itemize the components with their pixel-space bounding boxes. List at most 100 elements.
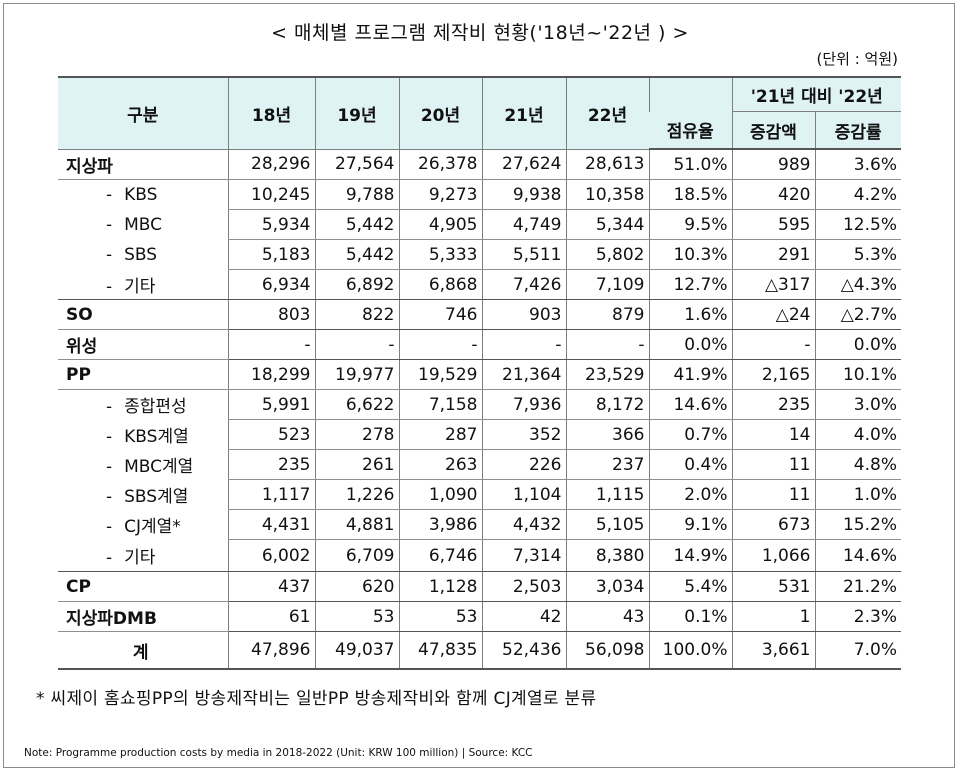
table-cell: 100.0% — [648, 631, 732, 670]
table-cell: 7,158 — [398, 389, 482, 420]
table-cell: 2,503 — [481, 571, 566, 602]
table-cell: 0.0% — [814, 329, 901, 360]
row-label: - 종합편성 — [58, 390, 228, 420]
table-cell: 4,431 — [227, 509, 315, 540]
table-cell: 9.1% — [648, 509, 732, 540]
table-cell: 41.9% — [648, 359, 732, 390]
row-label-text: 종합편성 — [124, 397, 187, 418]
table-cell: 237 — [565, 449, 649, 480]
table-cell: 4.8% — [814, 449, 901, 480]
table-row: - MBC 5,934 5,442 4,905 4,749 5,344 9.5% 595 12.5… — [58, 209, 901, 240]
table-cell: - — [481, 329, 566, 360]
row-label: 지상파 — [58, 149, 228, 180]
table-cell: 5.3% — [814, 239, 901, 270]
table-cell: 19,977 — [314, 359, 399, 390]
table-cell: 47,896 — [227, 631, 315, 670]
table-cell: 1.0% — [814, 479, 901, 510]
table-cell: - — [227, 329, 315, 360]
row-label-text: SBS — [124, 244, 158, 265]
row-label-text: 지상파 — [66, 156, 113, 177]
header-change-amount: 증감액 — [731, 111, 815, 150]
row-label-text: CJ계열* — [124, 517, 181, 537]
sub-item-dash: - — [106, 487, 113, 507]
table-cell: 6,934 — [227, 269, 315, 300]
table-cell: 278 — [314, 419, 399, 450]
table-cell: 4.2% — [814, 179, 901, 210]
table-cell: 14.9% — [648, 539, 732, 572]
row-label: 지상파DMB — [58, 601, 228, 632]
table-cell: 6,709 — [314, 539, 399, 572]
table-cell: 4,432 — [481, 509, 566, 540]
table-cell: 1.6% — [648, 299, 732, 330]
row-label-text: 위성 — [66, 337, 98, 357]
table-cell: 19,529 — [398, 359, 482, 390]
table-cell: 6,002 — [227, 539, 315, 572]
row-label: - 기타 — [58, 539, 228, 572]
sub-item-dash: - — [106, 244, 113, 265]
table-cell: 1,066 — [731, 539, 815, 572]
table-cell: 620 — [314, 571, 399, 602]
table-row: 계 47,896 49,037 47,835 52,436 56,098 100.0% 3,6… — [58, 631, 901, 670]
sub-item-dash: - — [106, 427, 113, 447]
table-cell: 803 — [227, 299, 315, 330]
table-cell: 1,104 — [481, 479, 566, 510]
table-cell: 9,938 — [481, 179, 566, 210]
table-cell: 23,529 — [565, 359, 649, 390]
table-cell: 7,314 — [481, 539, 566, 572]
row-label: - CJ계열* — [58, 510, 228, 540]
row-label-text: KBS — [124, 184, 158, 205]
table-cell: 9,788 — [314, 179, 399, 210]
header-year-21: 21년 — [481, 76, 566, 150]
table-cell: 28,296 — [227, 149, 315, 180]
table-row: - KBS 10,245 9,788 9,273 9,938 10,358 18.5% 420 4… — [58, 179, 901, 210]
table-cell: 437 — [227, 571, 315, 602]
table-cell: 18,299 — [227, 359, 315, 390]
table-cell: 14.6% — [814, 539, 901, 572]
table-cell: 5.4% — [648, 571, 732, 602]
table-cell: 5,183 — [227, 239, 315, 270]
table-cell: 673 — [731, 509, 815, 540]
table-cell: 8,172 — [565, 389, 649, 420]
outer-frame — [3, 3, 955, 768]
table-cell: 10.1% — [814, 359, 901, 390]
table-cell: 420 — [731, 179, 815, 210]
table-cell: 3,034 — [565, 571, 649, 602]
row-label-text: 기타 — [124, 547, 156, 568]
unit-label: (단위 : 억원) — [816, 50, 899, 68]
table-cell: - — [731, 329, 815, 360]
sub-item-dash: - — [106, 184, 113, 205]
table-cell: 14 — [731, 419, 815, 450]
table-cell: 4,905 — [398, 209, 482, 240]
header-category: 구분 — [58, 76, 228, 150]
table-cell: 5,442 — [314, 239, 399, 270]
table-cell: 14.6% — [648, 389, 732, 420]
table-cell: 53 — [398, 601, 482, 632]
table-cell: 2.0% — [648, 479, 732, 510]
table-body: 지상파 28,296 27,564 26,378 27,624 28,613 51.0% 98… — [58, 149, 901, 670]
table-cell: 15.2% — [814, 509, 901, 540]
row-label: 위성 — [58, 329, 228, 360]
table-cell: 5,934 — [227, 209, 315, 240]
table-cell: △24 — [731, 299, 815, 330]
production-cost-table: 구분 18년 19년 20년 21년 22년 '21년 대비 '22년 점유율 … — [58, 76, 901, 670]
table-cell: 263 — [398, 449, 482, 480]
table-row: - KBS계열 523 278 287 352 366 0.7% 14 4.0% — [58, 419, 901, 450]
table-cell: 12.7% — [648, 269, 732, 300]
row-label: - MBC — [58, 210, 228, 240]
table-cell: 822 — [314, 299, 399, 330]
footnote: * 씨제이 홈쇼핑PP의 방송제작비는 일반PP 방송제작비와 함께 CJ계열로… — [36, 689, 597, 709]
table-cell: 226 — [481, 449, 566, 480]
table-cell: 27,564 — [314, 149, 399, 180]
table-cell: 3,986 — [398, 509, 482, 540]
table-cell: 0.7% — [648, 419, 732, 450]
table-cell: △4.3% — [814, 269, 901, 300]
table-cell: 42 — [481, 601, 566, 632]
sub-item-dash: - — [106, 457, 113, 477]
table-cell: 291 — [731, 239, 815, 270]
table-cell: 53 — [314, 601, 399, 632]
table-cell: 531 — [731, 571, 815, 602]
table-row: SO 803 822 746 903 879 1.6% △24 △2.7% — [58, 299, 901, 330]
table-cell: 52,436 — [481, 631, 566, 670]
table-cell: 43 — [565, 601, 649, 632]
source-caption: Note: Programme production costs by medi… — [24, 747, 533, 759]
